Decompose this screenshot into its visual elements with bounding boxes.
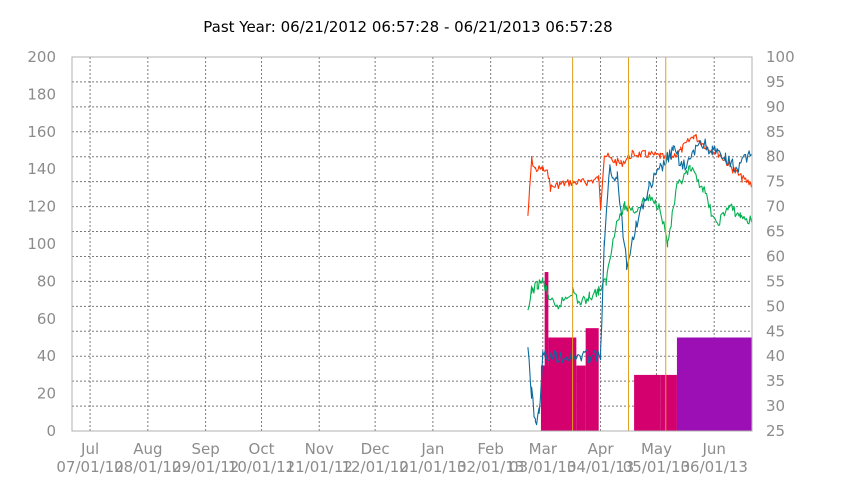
right-tick-label: 40 <box>766 347 785 365</box>
left-tick-label: 60 <box>37 310 56 328</box>
x-tick-date: 02/01/13 <box>457 458 524 476</box>
x-tick-month: Nov <box>305 440 334 458</box>
x-tick-month: Aug <box>133 440 162 458</box>
x-tick-date: 10/01/12 <box>228 458 295 476</box>
right-axis: 25 30 35 40 45 50 55 60 65 70 75 80 85 90 95 100 <box>766 48 795 440</box>
left-tick-label: 100 <box>27 235 56 253</box>
series-line <box>527 138 752 426</box>
left-tick-label: 0 <box>46 422 56 440</box>
bar-block <box>660 374 677 431</box>
right-tick-label: 75 <box>766 173 785 191</box>
left-tick-label: 20 <box>37 385 56 403</box>
left-tick-label: 40 <box>37 347 56 365</box>
x-tick-date: 05/01/13 <box>623 458 690 476</box>
left-tick-label: 200 <box>27 48 56 66</box>
x-tick-date: 08/01/12 <box>114 458 181 476</box>
bar-block <box>585 328 599 431</box>
bar-block <box>576 365 586 431</box>
vlines-layer <box>572 57 667 431</box>
left-tick-label: 140 <box>27 160 56 178</box>
right-tick-label: 90 <box>766 98 785 116</box>
right-tick-label: 30 <box>766 397 785 415</box>
right-tick-label: 70 <box>766 198 785 216</box>
x-tick-month: Dec <box>361 440 390 458</box>
grid-layer <box>72 57 752 431</box>
left-tick-label: 160 <box>27 123 56 141</box>
right-tick-label: 35 <box>766 372 785 390</box>
right-tick-label: 85 <box>766 123 785 141</box>
bar-block <box>540 365 549 431</box>
right-tick-label: 60 <box>766 247 785 265</box>
x-tick-date: 06/01/13 <box>681 458 748 476</box>
x-tick-month: Apr <box>588 440 615 458</box>
x-tick-date: 12/01/12 <box>341 458 408 476</box>
x-tick-date: 07/01/12 <box>56 458 123 476</box>
bar-block <box>544 272 549 431</box>
series-layer <box>527 133 753 426</box>
right-tick-label: 50 <box>766 297 785 315</box>
bar-block <box>676 337 752 431</box>
left-tick-label: 180 <box>27 85 56 103</box>
x-tick-month: Jan <box>420 440 444 458</box>
left-axis: 0 20 40 60 80 100 120 140 160 180 200 <box>27 48 56 440</box>
plot-frame <box>71 56 753 432</box>
right-tick-label: 65 <box>766 223 785 241</box>
x-tick-month: Mar <box>529 440 558 458</box>
series-line <box>527 164 753 311</box>
x-tick-date: 04/01/13 <box>567 458 634 476</box>
x-tick-date: 01/01/13 <box>399 458 466 476</box>
left-tick-label: 120 <box>27 198 56 216</box>
x-tick-month: Sep <box>191 440 219 458</box>
x-tick-month: Feb <box>477 440 504 458</box>
right-tick-label: 100 <box>766 48 795 66</box>
x-tick-date: 11/01/12 <box>286 458 353 476</box>
x-tick-month: Jun <box>701 440 725 458</box>
bars-layer <box>540 272 752 431</box>
x-tick-month: Oct <box>249 440 275 458</box>
right-tick-label: 80 <box>766 148 785 166</box>
right-tick-label: 45 <box>766 322 785 340</box>
x-tick-date: 09/01/12 <box>172 458 239 476</box>
right-tick-label: 55 <box>766 272 785 290</box>
x-tick-month: Jul <box>80 440 99 458</box>
x-tick-month: May <box>641 440 672 458</box>
series-line <box>527 133 753 216</box>
x-tick-date: 03/01/13 <box>509 458 576 476</box>
right-tick-label: 95 <box>766 73 785 91</box>
bar-block <box>634 374 661 431</box>
left-tick-label: 80 <box>37 272 56 290</box>
right-tick-label: 25 <box>766 422 785 440</box>
chart-title: Past Year: 06/21/2012 06:57:28 - 06/21/2… <box>203 18 612 36</box>
